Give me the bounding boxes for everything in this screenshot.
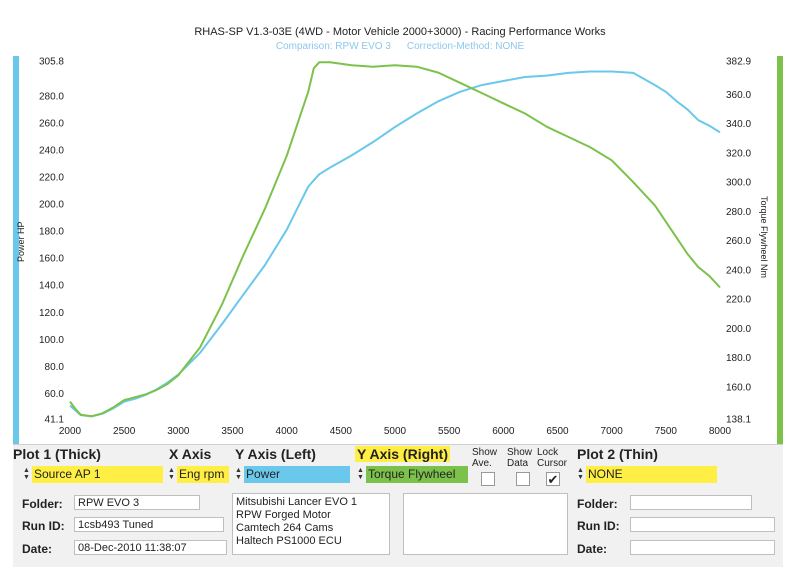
x-axis-spinner-icon[interactable]: ▲ ▼ (168, 467, 175, 481)
x-tick-label: 5500 (438, 426, 461, 437)
y-right-tick-label: 382.9 (726, 57, 751, 68)
y-left-tick-label: 100.0 (39, 335, 64, 346)
y-axis-left-label: Power HP (16, 221, 26, 262)
x-tick-label: 4500 (330, 426, 353, 437)
chart-subtitle: Comparison: RPW EVO 3 Correction-Method: … (0, 41, 800, 52)
correction-label: Correction-Method: NONE (406, 41, 525, 52)
plot1-header: Plot 1 (Thick) (13, 446, 101, 462)
run-id-field[interactable]: 1csb493 Tuned (74, 517, 224, 532)
y-axis-right-label: Torque Flywheel Nm (759, 196, 769, 279)
y-axis-left-select[interactable]: Power (244, 466, 350, 483)
show-ave-checkbox[interactable] (481, 472, 495, 486)
y-right-tick-label: 360.0 (726, 90, 751, 101)
y-left-tick-label: 41.1 (45, 415, 65, 426)
lock-cursor-label: Lock Cursor (537, 447, 568, 469)
run-description[interactable]: Mitsubishi Lancer EVO 1 RPW Forged Motor… (232, 493, 390, 555)
date2-field[interactable] (630, 540, 775, 555)
folder2-field[interactable] (630, 495, 752, 510)
x-tick-label: 6000 (492, 426, 515, 437)
y-right-tick-label: 160.0 (726, 382, 751, 393)
y-left-tick-label: 305.8 (39, 57, 64, 68)
y-left-tick-label: 220.0 (39, 173, 64, 184)
x-tick-label: 2000 (59, 426, 82, 437)
show-data-label: Show Data (507, 447, 533, 469)
plot1-source-select[interactable]: Source AP 1 (32, 466, 163, 483)
y-left-tick-label: 180.0 (39, 227, 64, 238)
run-id2-field[interactable] (630, 517, 775, 532)
date2-label: Date: (577, 542, 608, 556)
x-tick-label: 3500 (221, 426, 244, 437)
x-tick-label: 5000 (384, 426, 407, 437)
plot1-spinner-icon[interactable]: ▲ ▼ (23, 467, 30, 481)
y-axis-right-header: Y Axis (Right) (355, 446, 451, 462)
x-tick-label: 7000 (601, 426, 624, 437)
right-axis-color-bar (777, 56, 783, 444)
left-axis-color-bar (13, 56, 19, 444)
checkmark-icon: ✔ (547, 472, 559, 487)
folder-field[interactable]: RPW EVO 3 (74, 495, 200, 510)
y-right-tick-label: 180.0 (726, 353, 751, 364)
lock-cursor-checkbox[interactable]: ✔ (546, 472, 560, 486)
chart-title: RHAS-SP V1.3-03E (4WD - Motor Vehicle 20… (194, 26, 606, 38)
notes-box[interactable] (403, 493, 568, 555)
show-ave-label: Show Ave. (472, 447, 498, 469)
x-tick-label: 7500 (655, 426, 678, 437)
run-id-label: Run ID: (22, 519, 65, 533)
y-right-tick-label: 320.0 (726, 148, 751, 159)
y-right-tick-label: 220.0 (726, 295, 751, 306)
folder-label: Folder: (22, 497, 63, 511)
x-tick-label: 4000 (276, 426, 299, 437)
plot2-header: Plot 2 (Thin) (577, 446, 658, 462)
y-axis-left-header: Y Axis (Left) (235, 446, 316, 462)
y-right-tick-label: 280.0 (726, 207, 751, 218)
y-right-spinner-icon[interactable]: ▲ ▼ (357, 467, 364, 481)
power-series-line (69, 70, 721, 418)
y-left-tick-label: 160.0 (39, 254, 64, 265)
torque-series-line (69, 61, 721, 418)
y-right-tick-label: 340.0 (726, 119, 751, 130)
x-tick-label: 6500 (546, 426, 569, 437)
description-line: Haltech PS1000 ECU (236, 535, 342, 547)
x-tick-label: 8000 (709, 426, 732, 437)
y-right-tick-label: 138.1 (726, 415, 751, 426)
description-line: Camtech 264 Cams (236, 522, 334, 534)
x-axis-select[interactable]: Eng rpm (177, 466, 229, 483)
y-left-tick-label: 120.0 (39, 308, 64, 319)
y-left-tick-label: 260.0 (39, 118, 64, 129)
x-tick-label: 2500 (113, 426, 136, 437)
folder2-label: Folder: (577, 497, 618, 511)
y-right-tick-label: 240.0 (726, 265, 751, 276)
y-left-tick-label: 280.0 (39, 91, 64, 102)
y-right-tick-label: 260.0 (726, 236, 751, 247)
date-field[interactable]: 08-Dec-2010 11:38:07 (74, 540, 227, 555)
date-label: Date: (22, 542, 53, 556)
y-left-tick-label: 80.0 (45, 362, 65, 373)
show-data-checkbox[interactable] (516, 472, 530, 486)
plot2-spinner-icon[interactable]: ▲ ▼ (577, 467, 584, 481)
control-panel: Plot 1 (Thick) ▲ ▼ Source AP 1 X Axis ▲ ▼ … (13, 444, 783, 567)
dyno-chart[interactable]: 2000 2500 3000 3500 4000 4500 5000 5500 6000 6500… (0, 0, 800, 444)
y-left-tick-label: 60.0 (45, 389, 65, 400)
comparison-label: Comparison: RPW EVO 3 (275, 41, 391, 52)
y-right-tick-label: 200.0 (726, 324, 751, 335)
y-left-spinner-icon[interactable]: ▲ ▼ (235, 467, 242, 481)
description-line: Mitsubishi Lancer EVO 1 (236, 496, 358, 508)
x-axis-header: X Axis (169, 446, 212, 462)
description-line: RPW Forged Motor (236, 509, 331, 521)
y-left-tick-label: 200.0 (39, 200, 64, 211)
y-right-tick-label: 300.0 (726, 178, 751, 189)
plot2-source-select[interactable]: NONE (586, 466, 717, 483)
y-left-tick-label: 240.0 (39, 145, 64, 156)
run-id2-label: Run ID: (577, 519, 620, 533)
y-axis-right-select[interactable]: Torque Flywheel (366, 466, 468, 483)
y-left-tick-label: 140.0 (39, 281, 64, 292)
x-tick-label: 3000 (167, 426, 190, 437)
